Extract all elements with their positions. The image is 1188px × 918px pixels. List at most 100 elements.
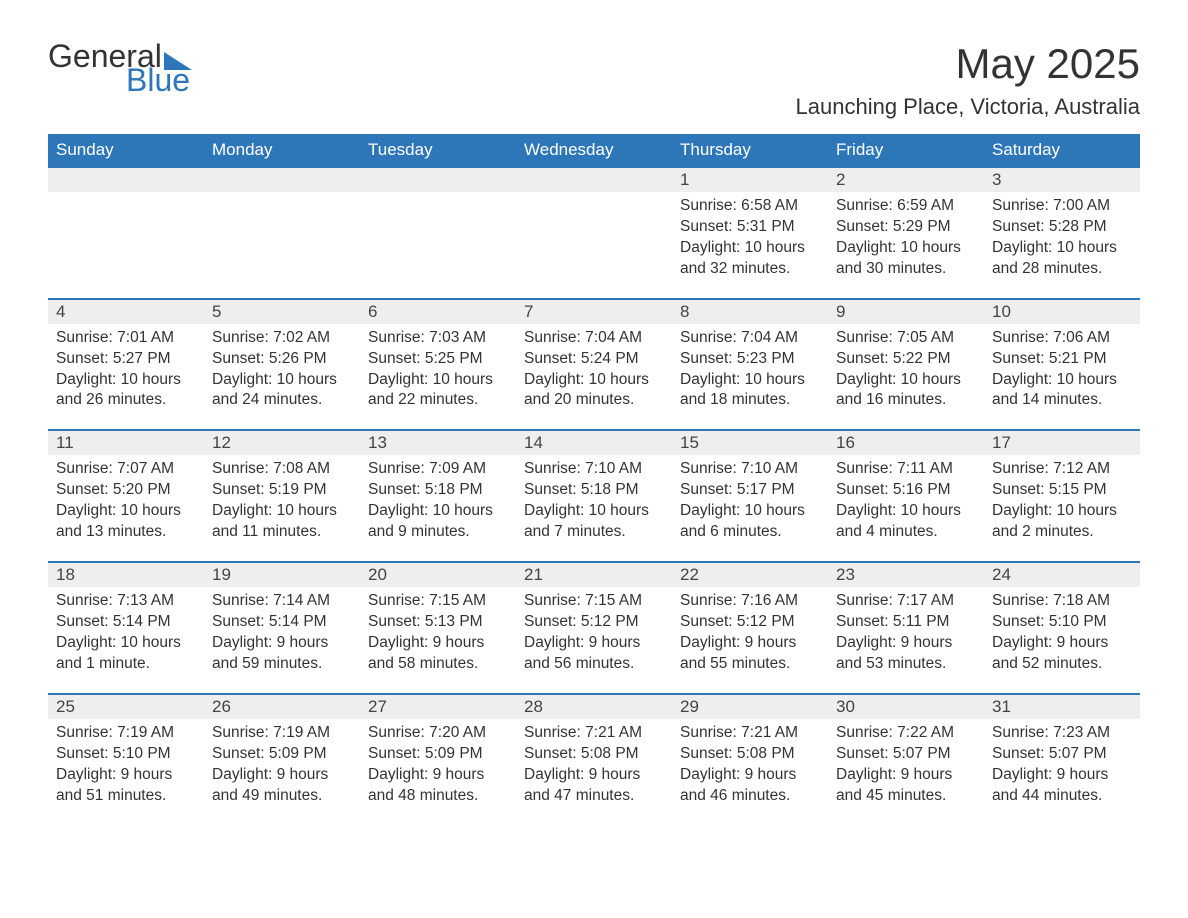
day-content-cell: Sunrise: 7:05 AMSunset: 5:22 PMDaylight:… [828, 324, 984, 431]
sunrise-line: Sunrise: 7:18 AM [992, 591, 1132, 612]
sunrise-line: Sunrise: 7:10 AM [524, 459, 664, 480]
sunrise-line: Sunrise: 7:14 AM [212, 591, 352, 612]
day-number-cell: 5 [204, 299, 360, 324]
day-number-cell: 10 [984, 299, 1140, 324]
day-number-cell: 7 [516, 299, 672, 324]
day-content-cell: Sunrise: 7:19 AMSunset: 5:09 PMDaylight:… [204, 719, 360, 825]
sunrise-line: Sunrise: 7:00 AM [992, 196, 1132, 217]
location: Launching Place, Victoria, Australia [796, 94, 1140, 120]
daylight-line: Daylight: 10 hours and 28 minutes. [992, 238, 1132, 280]
day-number-cell: 11 [48, 430, 204, 455]
sunset-line: Sunset: 5:28 PM [992, 217, 1132, 238]
daylight-line: Daylight: 10 hours and 14 minutes. [992, 370, 1132, 412]
sunrise-line: Sunrise: 7:23 AM [992, 723, 1132, 744]
sunrise-line: Sunrise: 7:04 AM [680, 328, 820, 349]
sunrise-line: Sunrise: 7:12 AM [992, 459, 1132, 480]
sunset-line: Sunset: 5:24 PM [524, 349, 664, 370]
sunset-line: Sunset: 5:09 PM [368, 744, 508, 765]
sunrise-line: Sunrise: 7:19 AM [212, 723, 352, 744]
weekday-header: Friday [828, 134, 984, 167]
daylight-line: Daylight: 9 hours and 51 minutes. [56, 765, 196, 807]
day-number-cell: 27 [360, 694, 516, 719]
daylight-line: Daylight: 9 hours and 59 minutes. [212, 633, 352, 675]
sunset-line: Sunset: 5:10 PM [992, 612, 1132, 633]
sunrise-line: Sunrise: 7:21 AM [524, 723, 664, 744]
day-content-cell: Sunrise: 7:13 AMSunset: 5:14 PMDaylight:… [48, 587, 204, 694]
daylight-line: Daylight: 10 hours and 6 minutes. [680, 501, 820, 543]
daylight-line: Daylight: 9 hours and 52 minutes. [992, 633, 1132, 675]
day-content-cell: Sunrise: 7:04 AMSunset: 5:24 PMDaylight:… [516, 324, 672, 431]
sunrise-line: Sunrise: 7:09 AM [368, 459, 508, 480]
day-content-cell: Sunrise: 7:21 AMSunset: 5:08 PMDaylight:… [672, 719, 828, 825]
day-content-row: Sunrise: 7:01 AMSunset: 5:27 PM Daylight:… [48, 324, 1140, 431]
day-content-cell: Sunrise: 7:02 AMSunset: 5:26 PMDaylight:… [204, 324, 360, 431]
day-content-row: Sunrise: 6:58 AMSunset: 5:31 PMDaylight:… [48, 192, 1140, 299]
sunset-line: Sunset: 5:12 PM [524, 612, 664, 633]
daylight-line: Daylight: 9 hours and 56 minutes. [524, 633, 664, 675]
day-content-cell: Sunrise: 7:14 AMSunset: 5:14 PMDaylight:… [204, 587, 360, 694]
daylight-line: Daylight: 10 hours and 32 minutes. [680, 238, 820, 280]
day-number-cell: 6 [360, 299, 516, 324]
sunrise-line: Sunrise: 7:16 AM [680, 591, 820, 612]
weekday-header: Wednesday [516, 134, 672, 167]
daylight-line: Daylight: 10 hours and 24 minutes. [212, 370, 352, 412]
day-number-cell: 4 [48, 299, 204, 324]
day-number-cell: 3 [984, 167, 1140, 192]
day-number-cell [48, 167, 204, 192]
day-number-row: 123 [48, 167, 1140, 192]
day-content-cell: Sunrise: 7:19 AMSunset: 5:10 PMDaylight:… [48, 719, 204, 825]
weekday-header: Saturday [984, 134, 1140, 167]
day-content-cell: Sunrise: 7:18 AMSunset: 5:10 PMDaylight:… [984, 587, 1140, 694]
day-number-cell: 30 [828, 694, 984, 719]
sunset-line: Sunset: 5:27 PM [56, 349, 196, 370]
day-content-cell: Sunrise: 7:03 AMSunset: 5:25 PMDaylight:… [360, 324, 516, 431]
day-number-cell: 20 [360, 562, 516, 587]
day-content-cell: Sunrise: 7:20 AMSunset: 5:09 PMDaylight:… [360, 719, 516, 825]
sunrise-line: Sunrise: 7:03 AM [368, 328, 508, 349]
daylight-line: Daylight: 10 hours and 1 minute. [56, 633, 196, 675]
daylight-line: Daylight: 9 hours and 58 minutes. [368, 633, 508, 675]
day-number-cell: 13 [360, 430, 516, 455]
sunset-line: Sunset: 5:13 PM [368, 612, 508, 633]
sunset-line: Sunset: 5:15 PM [992, 480, 1132, 501]
day-content-cell: Sunrise: 7:07 AMSunset: 5:20 PMDaylight:… [48, 455, 204, 562]
daylight-line: Daylight: 10 hours and 30 minutes. [836, 238, 976, 280]
daylight-line: Daylight: 10 hours and 11 minutes. [212, 501, 352, 543]
sunset-line: Sunset: 5:08 PM [680, 744, 820, 765]
day-number-cell: 15 [672, 430, 828, 455]
day-content-cell: Sunrise: 7:11 AMSunset: 5:16 PMDaylight:… [828, 455, 984, 562]
sunrise-line: Sunrise: 7:10 AM [680, 459, 820, 480]
day-content-cell: Sunrise: 7:00 AMSunset: 5:28 PMDaylight:… [984, 192, 1140, 299]
day-number-cell: 24 [984, 562, 1140, 587]
day-number-cell: 21 [516, 562, 672, 587]
sunrise-line: Sunrise: 7:13 AM [56, 591, 196, 612]
daylight-line: Daylight: 10 hours and 16 minutes. [836, 370, 976, 412]
sunset-line: Sunset: 5:25 PM [368, 349, 508, 370]
day-content-cell [48, 192, 204, 299]
daylight-line: Daylight: 10 hours and 4 minutes. [836, 501, 976, 543]
sunset-line: Sunset: 5:14 PM [212, 612, 352, 633]
day-content-cell [204, 192, 360, 299]
day-content-cell: Sunrise: 7:10 AMSunset: 5:18 PMDaylight:… [516, 455, 672, 562]
weekday-header: Sunday [48, 134, 204, 167]
calendar-table: Sunday Monday Tuesday Wednesday Thursday… [48, 134, 1140, 824]
day-number-cell: 23 [828, 562, 984, 587]
sunset-line: Sunset: 5:16 PM [836, 480, 976, 501]
day-number-cell: 26 [204, 694, 360, 719]
day-content-cell: Sunrise: 6:59 AMSunset: 5:29 PMDaylight:… [828, 192, 984, 299]
day-number-cell: 2 [828, 167, 984, 192]
sunset-line: Sunset: 5:08 PM [524, 744, 664, 765]
sunrise-line: Sunrise: 7:01 AM [56, 328, 196, 349]
sunrise-line: Sunrise: 7:20 AM [368, 723, 508, 744]
daylight-line: Daylight: 9 hours and 48 minutes. [368, 765, 508, 807]
daylight-line: Daylight: 9 hours and 47 minutes. [524, 765, 664, 807]
sunset-line: Sunset: 5:18 PM [368, 480, 508, 501]
sunset-line: Sunset: 5:07 PM [836, 744, 976, 765]
sunrise-line: Sunrise: 7:02 AM [212, 328, 352, 349]
day-content-cell: Sunrise: 7:04 AMSunset: 5:23 PMDaylight:… [672, 324, 828, 431]
daylight-line: Daylight: 10 hours and 9 minutes. [368, 501, 508, 543]
logo: General Blue [48, 40, 192, 96]
day-number-cell [204, 167, 360, 192]
sunset-line: Sunset: 5:31 PM [680, 217, 820, 238]
day-content-cell: Sunrise: 7:16 AMSunset: 5:12 PMDaylight:… [672, 587, 828, 694]
